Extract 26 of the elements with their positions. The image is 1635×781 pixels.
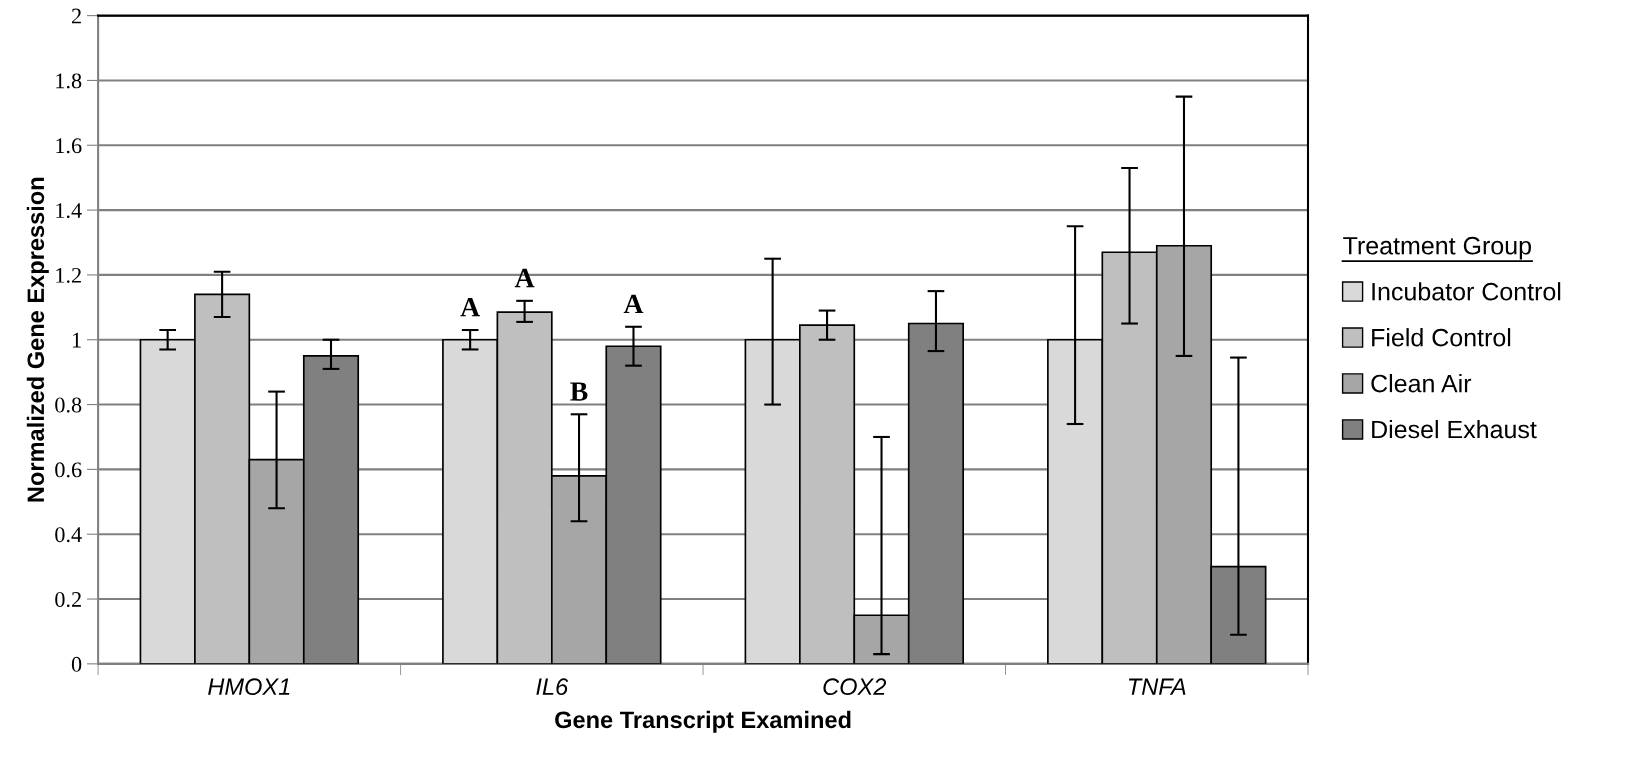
- y-tick-label: 1.8: [56, 73, 82, 89]
- data-label: A: [623, 294, 644, 314]
- y-tick-label: 0.4: [55, 527, 82, 543]
- y-tick-label: 1.4: [56, 203, 82, 219]
- y-tick-label: 0.6: [55, 462, 82, 478]
- data-label: A: [514, 268, 535, 288]
- legend-label: Field Control: [1372, 328, 1511, 347]
- legend-label: Clean Air: [1371, 374, 1472, 393]
- y-tick-label: 1: [72, 332, 81, 348]
- y-tick-label: 2: [71, 8, 81, 24]
- x-tick-label: IL6: [536, 678, 569, 696]
- y-tick-label: 1.2: [56, 267, 81, 283]
- y-tick-label: 0.2: [55, 591, 81, 608]
- x-tick-label: COX2: [823, 678, 887, 696]
- legend-title: Treatment Group: [1343, 236, 1531, 260]
- legend-label: Incubator Control: [1372, 282, 1561, 301]
- y-tick-label: 0: [71, 656, 82, 672]
- x-axis-title: Gene Transcript Examined: [555, 710, 851, 733]
- y-tick-label: 0.8: [55, 397, 82, 413]
- x-tick-label: TNFA: [1128, 678, 1186, 695]
- legend-label: Diesel Exhaust: [1372, 419, 1537, 439]
- y-tick-label: 1.6: [56, 138, 82, 154]
- x-tick-label: HMOX1: [208, 678, 290, 696]
- y-axis-title: Normalized Gene Expression: [26, 177, 49, 502]
- data-label: B: [570, 382, 588, 401]
- data-label: A: [460, 297, 480, 317]
